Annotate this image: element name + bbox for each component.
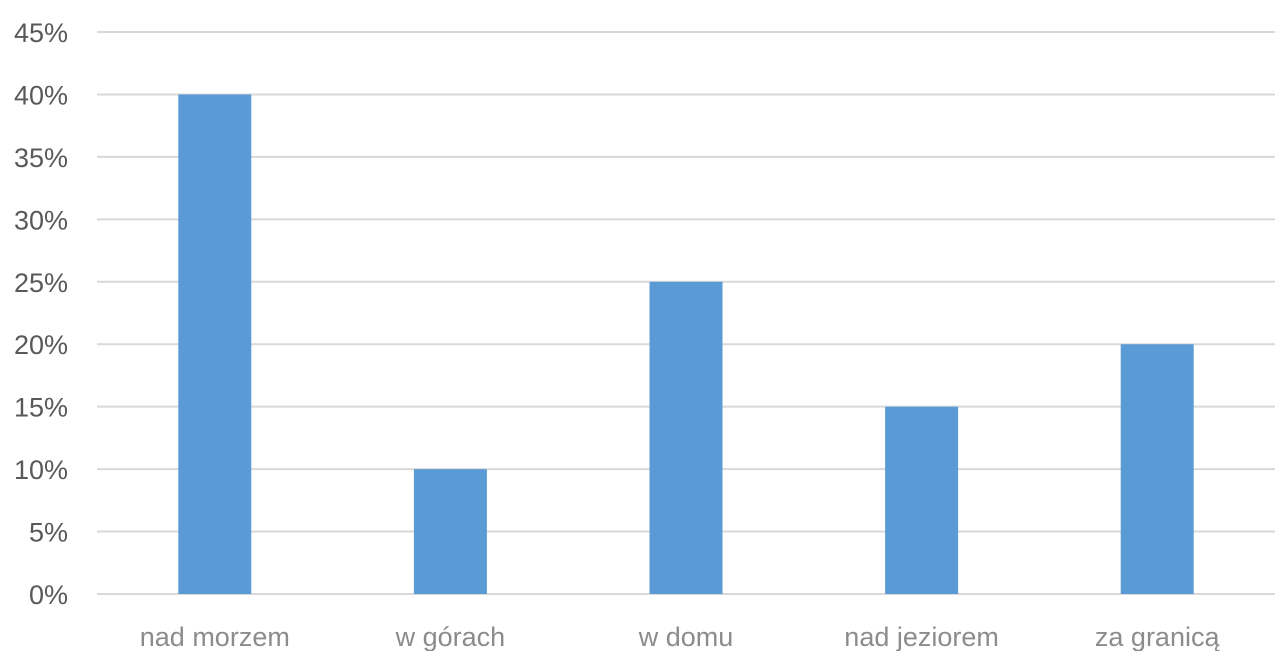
- x-category-label: za granicą: [1095, 622, 1221, 651]
- y-tick-label: 15%: [14, 393, 68, 423]
- bar: [649, 281, 723, 594]
- bar: [178, 94, 252, 594]
- y-tick-label: 5%: [29, 518, 68, 548]
- x-category-label: w górach: [395, 622, 506, 651]
- x-axis-category-labels: nad morzem w górach w domu nad jeziorem za g…: [140, 622, 1221, 651]
- y-tick-label: 25%: [14, 268, 68, 298]
- y-tick-label: 20%: [14, 330, 68, 360]
- y-tick-label: 0%: [29, 580, 68, 610]
- y-axis-tick-labels: 0% 5% 10% 15% 20% 25% 30% 35% 40% 45%: [14, 18, 68, 610]
- y-tick-label: 30%: [14, 205, 68, 235]
- bars: [178, 94, 1194, 594]
- y-tick-label: 10%: [14, 455, 68, 485]
- y-tick-label: 40%: [14, 80, 68, 110]
- y-tick-label: 35%: [14, 143, 68, 173]
- bar: [413, 469, 487, 594]
- x-category-label: w domu: [638, 622, 734, 651]
- y-tick-label: 45%: [14, 18, 68, 48]
- x-category-label: nad jeziorem: [844, 622, 999, 651]
- bar: [1120, 344, 1194, 594]
- bar: [885, 406, 959, 594]
- x-category-label: nad morzem: [140, 622, 290, 651]
